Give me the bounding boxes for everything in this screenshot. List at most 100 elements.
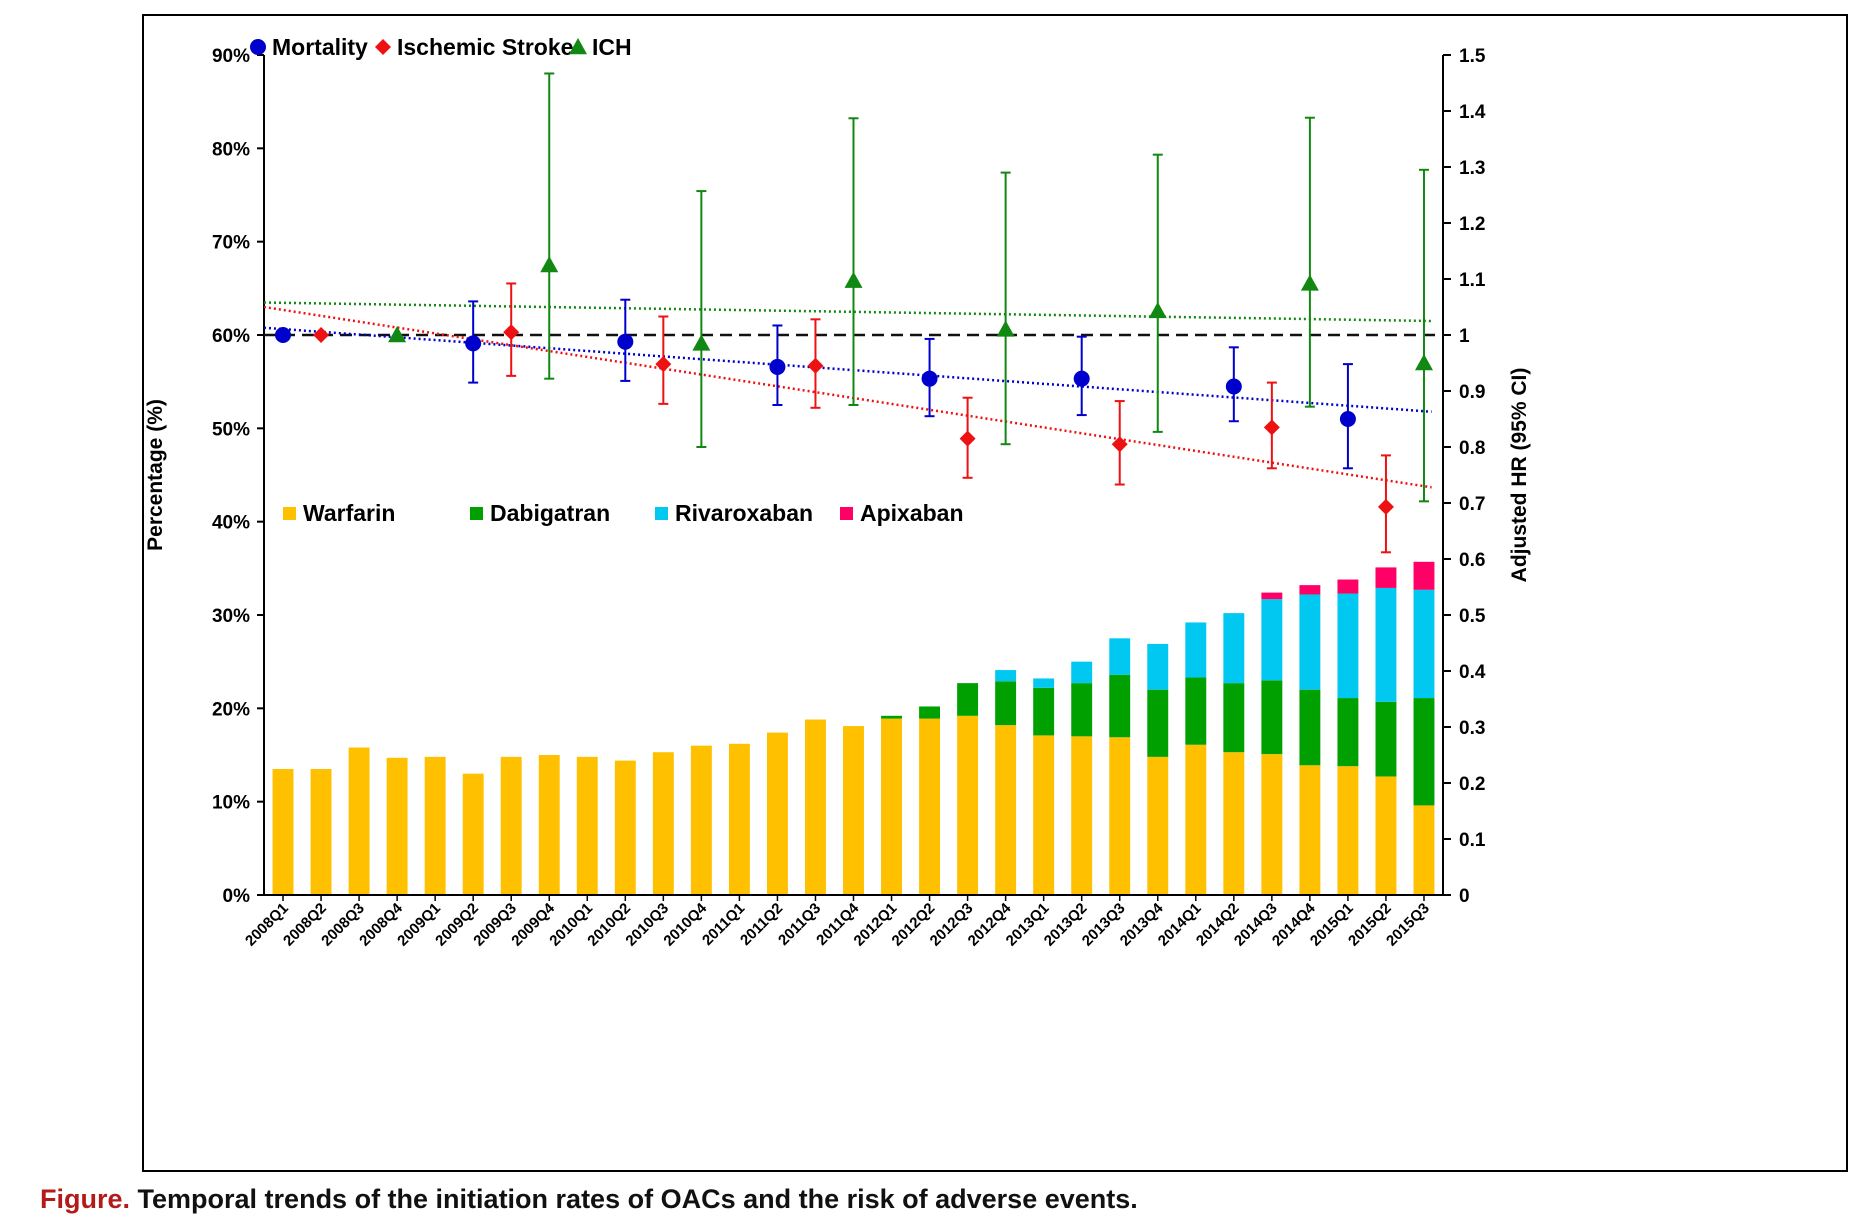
trend-line-mortality — [263, 326, 1432, 413]
legend-layer: Mortality Ischemic Stroke ICH Warfarin Dabig… — [250, 34, 964, 526]
left-tick-label: 20% — [212, 699, 250, 720]
bar-rivaroxaban-2013Q4 — [1147, 643, 1169, 690]
bar-dabigatran-2014Q4 — [1299, 689, 1321, 766]
legend-label-rivaroxaban: Rivaroxaban — [675, 500, 813, 526]
bar-warfarin-2013Q3 — [1109, 737, 1131, 895]
bar-rivaroxaban-2014Q2 — [1223, 613, 1245, 684]
marker-mortality-2014Q2 — [1225, 378, 1242, 395]
marker-mortality-2010Q2 — [617, 333, 634, 350]
bar-warfarin-2010Q4 — [690, 745, 712, 895]
bar-warfarin-2008Q2 — [310, 769, 332, 895]
bar-dabigatran-2014Q3 — [1261, 680, 1283, 755]
right-tick-label: 1.1 — [1459, 270, 1486, 291]
right-tick-label: 0.4 — [1459, 662, 1486, 683]
right-tick-label: 1.3 — [1459, 158, 1485, 179]
left-tick-label: 60% — [212, 326, 250, 347]
bar-warfarin-2014Q4 — [1299, 765, 1321, 895]
y-axis-title: Percentage (%) — [144, 399, 167, 551]
trend-line-ischemic-stroke — [263, 305, 1432, 489]
bar-apixaban-2015Q1 — [1337, 579, 1359, 594]
bar-warfarin-2008Q1 — [272, 769, 294, 895]
bar-rivaroxaban-2015Q1 — [1337, 593, 1359, 699]
legend-label-warfarin: Warfarin — [303, 500, 395, 526]
right-tick-label: 0.7 — [1459, 494, 1485, 515]
right-tick-label: 0.5 — [1459, 606, 1486, 627]
bar-rivaroxaban-2012Q4 — [995, 670, 1017, 682]
bar-dabigatran-2013Q4 — [1147, 689, 1169, 757]
marker-ischemic-stroke-2013Q3 — [1111, 436, 1128, 453]
bar-warfarin-2013Q1 — [1033, 735, 1055, 895]
marker-ich-2013Q4 — [1148, 301, 1167, 319]
marker-ich-2014Q4 — [1300, 274, 1319, 291]
legend-label-mortality: Mortality — [272, 34, 368, 60]
marker-ischemic-stroke-2012Q3 — [959, 430, 976, 447]
marker-ich-2015Q3 — [1414, 354, 1433, 371]
legend-swatch-apixaban — [840, 507, 853, 520]
markers-layer — [275, 256, 1433, 515]
error-bars-layer — [468, 72, 1429, 554]
legend-swatch-warfarin — [283, 507, 296, 520]
bar-dabigatran-2015Q1 — [1337, 698, 1359, 767]
bars-layer — [272, 561, 1435, 895]
right-tick-label: 1.5 — [1459, 46, 1486, 67]
marker-ich-2009Q4 — [540, 256, 559, 273]
marker-mortality-2011Q2 — [769, 358, 786, 375]
bar-apixaban-2014Q4 — [1299, 585, 1321, 595]
bar-dabigatran-2015Q2 — [1375, 701, 1397, 777]
bar-apixaban-2014Q3 — [1261, 592, 1283, 600]
bar-warfarin-2012Q4 — [995, 725, 1017, 895]
marker-mortality-2013Q2 — [1073, 370, 1090, 387]
left-tick-label: 30% — [212, 606, 250, 627]
x-tick-label: 2015Q3 — [1383, 900, 1433, 950]
left-tick-label: 0% — [223, 886, 251, 907]
bar-rivaroxaban-2014Q3 — [1261, 599, 1283, 681]
right-tick-label: 0 — [1459, 886, 1470, 907]
marker-ich-2010Q4 — [692, 334, 711, 351]
right-tick-label: 0.8 — [1459, 438, 1485, 459]
bar-dabigatran-2015Q3 — [1413, 698, 1435, 806]
marker-ischemic-stroke-2009Q3 — [503, 324, 520, 341]
bar-warfarin-2010Q3 — [652, 752, 674, 895]
right-tick-label: 0.2 — [1459, 774, 1485, 795]
bar-warfarin-2011Q2 — [766, 732, 788, 895]
bar-warfarin-2010Q2 — [614, 760, 636, 895]
bar-warfarin-2015Q3 — [1413, 805, 1435, 895]
marker-ischemic-stroke-2014Q3 — [1263, 419, 1280, 436]
bar-dabigatran-2012Q3 — [957, 683, 979, 716]
bar-rivaroxaban-2013Q3 — [1109, 638, 1131, 675]
bar-warfarin-2014Q2 — [1223, 752, 1245, 895]
bar-rivaroxaban-2014Q4 — [1299, 594, 1321, 690]
chart-frame — [142, 14, 1848, 1172]
bar-rivaroxaban-2015Q3 — [1413, 589, 1435, 699]
marker-mortality-2012Q2 — [921, 370, 938, 387]
trend-lines-layer — [263, 301, 1432, 489]
right-tick-label: 1 — [1459, 326, 1470, 347]
marker-ischemic-stroke-2011Q3 — [807, 357, 824, 374]
bar-warfarin-2015Q2 — [1375, 776, 1397, 895]
bar-rivaroxaban-2015Q2 — [1375, 587, 1397, 702]
bar-warfarin-2012Q3 — [957, 715, 979, 895]
bar-warfarin-2009Q1 — [424, 756, 446, 895]
bar-warfarin-2009Q2 — [462, 773, 484, 895]
legend-marker-ich — [569, 38, 587, 55]
bar-dabigatran-2013Q2 — [1071, 683, 1093, 737]
marker-ich-2008Q4 — [388, 326, 407, 343]
caption-label: Figure. — [40, 1184, 131, 1214]
legend-label-apixaban: Apixaban — [860, 500, 964, 526]
right-tick-label: 1.2 — [1459, 214, 1485, 235]
bar-warfarin-2013Q2 — [1071, 736, 1093, 895]
bar-warfarin-2009Q3 — [500, 756, 522, 895]
legend-label-dabigatran: Dabigatran — [490, 500, 610, 526]
right-tick-label: 1.4 — [1459, 102, 1486, 123]
right-tick-label: 0.6 — [1459, 550, 1485, 571]
marker-mortality-2015Q1 — [1339, 411, 1356, 427]
chart: 0% 10% 20% 30% 40% 50% 60% 70% 80% 90% 0 0.1 0.2 0.3 0… — [144, 34, 1531, 950]
bar-apixaban-2015Q3 — [1413, 561, 1435, 590]
bar-warfarin-2012Q2 — [919, 718, 941, 895]
marker-mortality-2008Q1 — [275, 327, 292, 343]
legend-label-ich: ICH — [592, 34, 632, 60]
bar-dabigatran-2014Q2 — [1223, 683, 1245, 753]
legend-marker-mortality — [250, 39, 266, 55]
bar-dabigatran-2012Q1 — [881, 715, 902, 719]
bar-dabigatran-2014Q1 — [1185, 677, 1207, 745]
